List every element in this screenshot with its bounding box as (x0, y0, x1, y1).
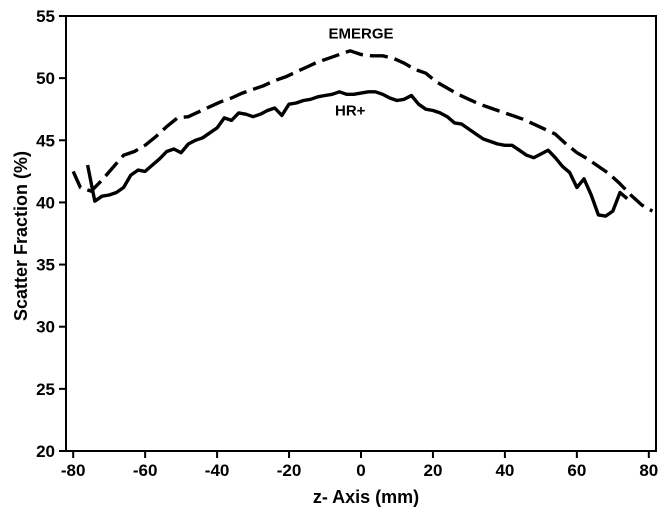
series-annotation-label: HR+ (335, 102, 366, 119)
plot-border (65, 15, 657, 452)
annotation-layer: EMERGE HR+ (328, 25, 393, 119)
x-tick-label: 0 (356, 461, 365, 480)
series-line-emerge (71, 49, 654, 213)
series-line-hr- (85, 90, 629, 218)
x-axis-ticks: -80 -60 -40 -20 0 20 40 60 80 (61, 451, 658, 480)
y-tick-label: 30 (36, 318, 55, 337)
y-tick-label: 25 (36, 380, 55, 399)
y-axis-title: Scatter Fraction (%) (11, 151, 31, 321)
x-tick-label: -60 (133, 461, 158, 480)
y-tick-label: 20 (36, 442, 55, 461)
plot-frame (65, 15, 657, 452)
x-tick-label: 20 (423, 461, 442, 480)
y-tick-label: 55 (36, 7, 55, 26)
series-annotation-label: EMERGE (328, 25, 393, 42)
x-tick-label: 80 (639, 461, 658, 480)
x-tick-label: -80 (61, 461, 86, 480)
x-tick-label: 40 (495, 461, 514, 480)
y-tick-label: 40 (36, 193, 55, 212)
y-tick-label: 45 (36, 131, 55, 150)
y-axis-ticks: 20 25 30 35 40 45 50 55 (36, 7, 66, 461)
y-tick-label: 50 (36, 69, 55, 88)
series-layer (71, 49, 654, 218)
x-tick-label: 60 (567, 461, 586, 480)
y-tick-label: 35 (36, 256, 55, 275)
x-axis-title: z- Axis (mm) (313, 487, 419, 507)
x-tick-label: -40 (205, 461, 230, 480)
x-tick-label: -20 (277, 461, 302, 480)
